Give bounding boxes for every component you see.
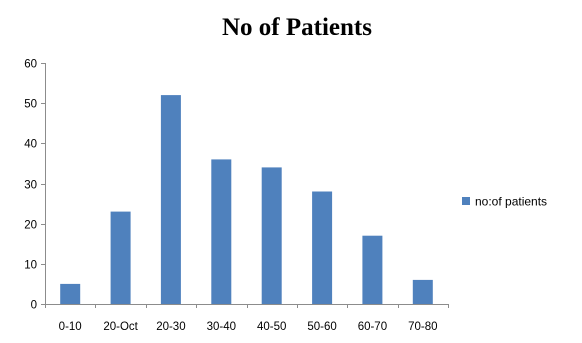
x-tick-label: 40-50 <box>257 321 286 333</box>
y-tick-label: 50 <box>24 99 37 111</box>
y-axis-ticks: 0 10 20 30 40 50 60 <box>24 59 45 312</box>
y-tick-label: 10 <box>24 260 37 272</box>
y-tick-label: 40 <box>24 139 37 151</box>
x-tick-label: 0-10 <box>59 321 82 333</box>
x-tick-label: 60-70 <box>358 321 387 333</box>
x-axis-ticks: 0-10 20-Oct 20-30 30-40 40-50 50-60 60-70 70-80 <box>45 304 449 333</box>
legend: no:of patients <box>462 195 547 209</box>
x-tick-label: 50-60 <box>307 321 336 333</box>
bar-40-50 <box>261 167 282 304</box>
bar-50-60 <box>312 191 333 304</box>
x-tick-label: 30-40 <box>207 321 236 333</box>
bar-0-10 <box>60 283 81 304</box>
bar-60-70 <box>362 235 383 304</box>
bar-20-30 <box>160 95 181 304</box>
y-tick-label: 60 <box>24 59 37 71</box>
legend-label: no:of patients <box>475 195 547 209</box>
x-tick-label: 70-80 <box>408 321 437 333</box>
legend-swatch <box>462 197 470 205</box>
y-tick-label: 20 <box>24 220 37 232</box>
bars <box>60 95 433 304</box>
y-tick-label: 0 <box>31 300 37 312</box>
chart-title: No of Patients <box>222 14 372 41</box>
x-tick-label: 20-30 <box>156 321 185 333</box>
bar-70-80 <box>412 279 433 304</box>
bar-20-Oct <box>110 211 131 304</box>
x-tick-label: 20-Oct <box>103 321 138 333</box>
y-tick-label: 30 <box>24 180 37 192</box>
bar-30-40 <box>211 159 232 304</box>
